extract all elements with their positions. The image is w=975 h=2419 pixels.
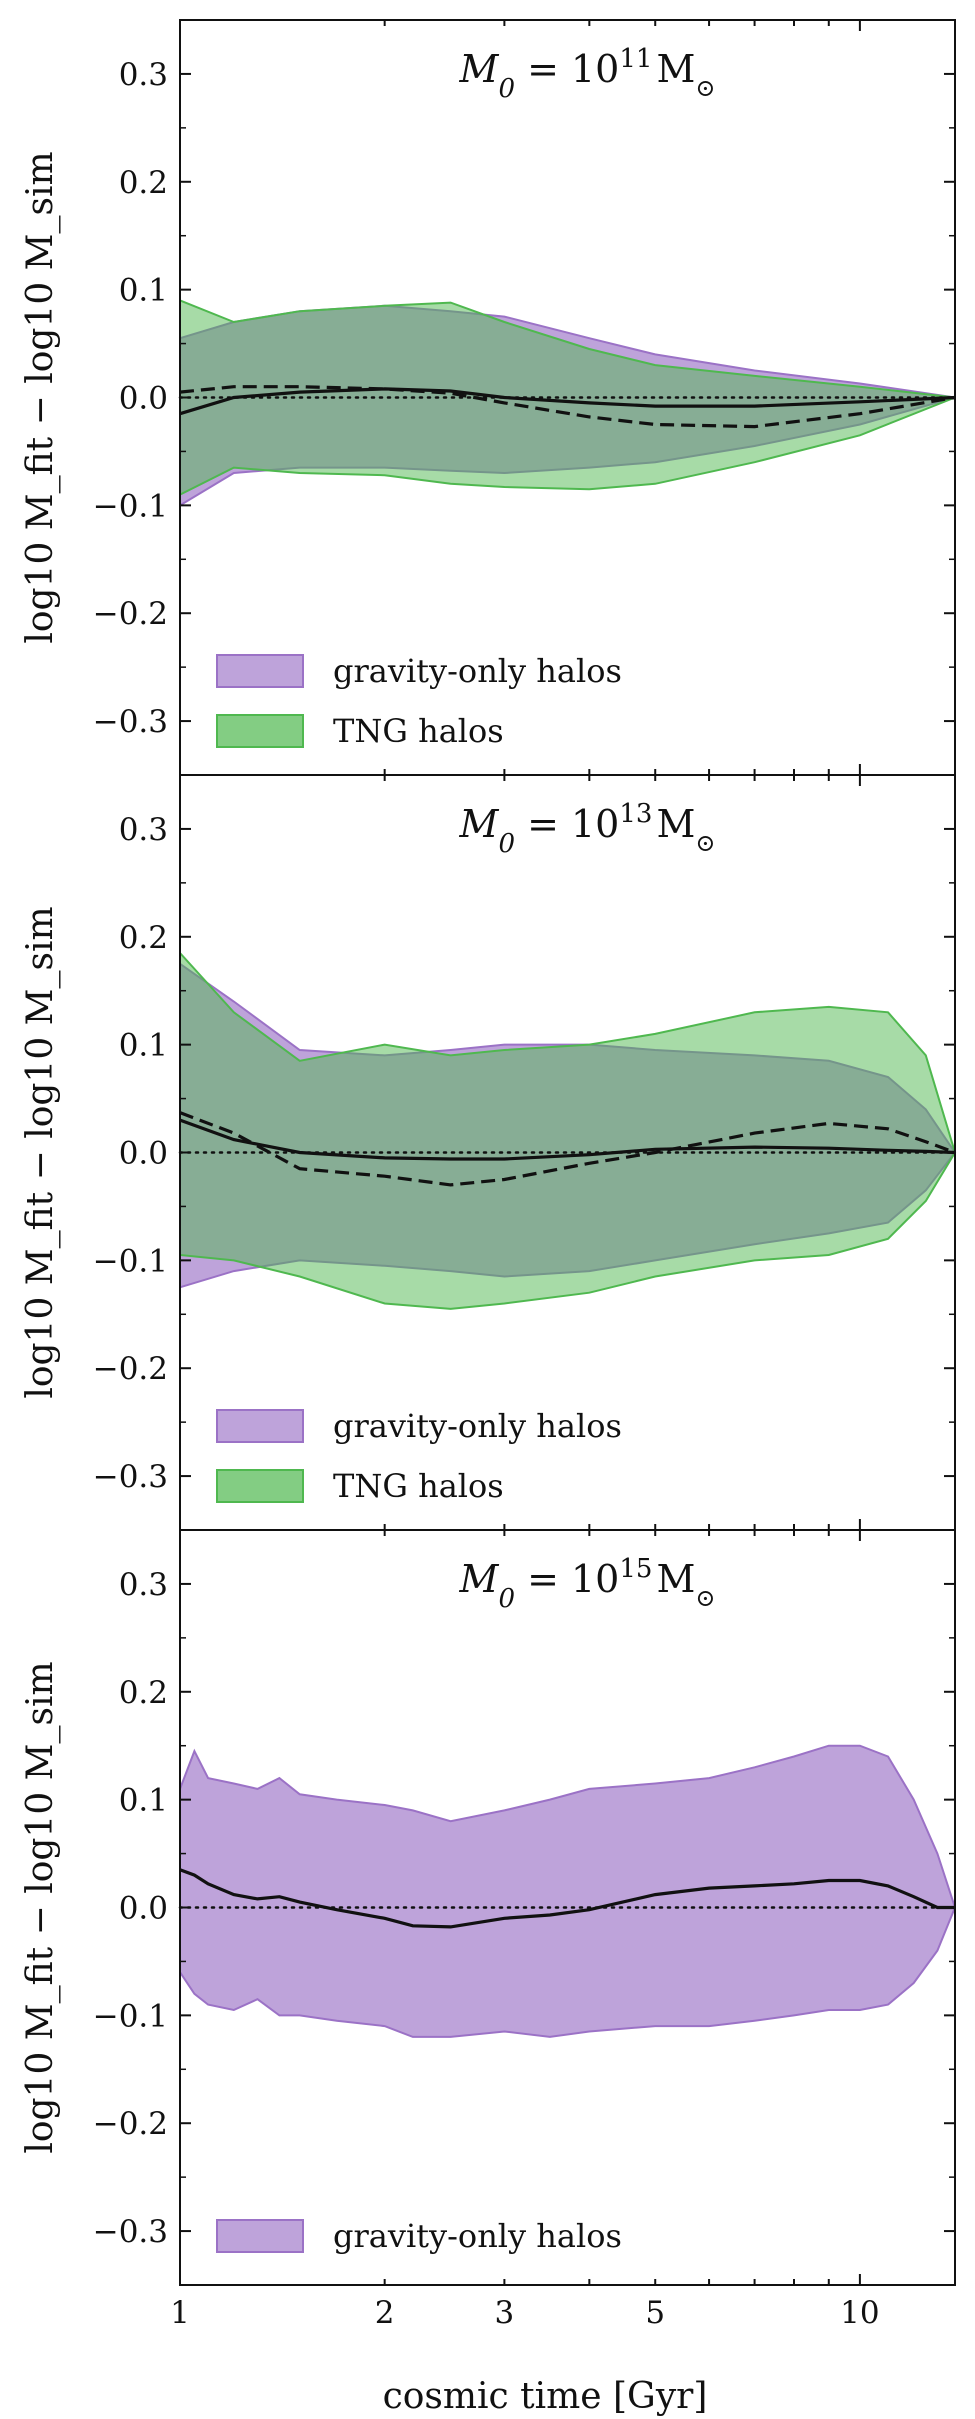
- tng-median-line: [179, 385, 956, 429]
- gravity-only-median-line: [179, 387, 956, 416]
- y-tick-label: −0.3: [93, 2214, 168, 2250]
- legend-label: TNG halos: [333, 712, 504, 750]
- x-tick-label: 2: [375, 2295, 395, 2331]
- legend-label: gravity-only halos: [333, 2217, 622, 2255]
- gravity-only-median-line: [179, 1118, 956, 1161]
- legend-label: gravity-only halos: [333, 1407, 622, 1445]
- x-tick-label: 1: [170, 2295, 190, 2331]
- y-tick-label: 0.1: [119, 273, 168, 309]
- panel-3: −0.3 −0.2 −0.1 0.0 0.1 0.2 0.3 1 2 3 5 10 M0 = 1015 M…: [20, 1529, 957, 2331]
- y-tick-label: 0.3: [119, 812, 168, 848]
- y-tick-label: −0.2: [93, 2106, 168, 2142]
- y-tick-label: −0.2: [93, 1351, 168, 1387]
- legend-swatch-tng: [216, 1469, 304, 1503]
- x-tick-label: 5: [645, 2295, 665, 2331]
- panel-title: M0 = 1015 M⊙: [459, 1554, 716, 1614]
- y-tick-label: 0.2: [119, 920, 168, 956]
- y-tick-label: −0.1: [93, 488, 168, 524]
- y-tick-label: −0.3: [93, 704, 168, 740]
- legend-swatch-tng: [216, 714, 304, 748]
- panel-1: −0.3 −0.2 −0.1 0.0 0.1 0.2 0.3 M0 = 1011 M⊙ log10…: [20, 19, 957, 776]
- y-tick-label: 0.2: [119, 1675, 168, 1711]
- y-tick-label: 0.3: [119, 1567, 168, 1603]
- tng-band: [179, 298, 956, 497]
- tng-band: [179, 950, 957, 1310]
- y-tick-label: 0.1: [119, 1028, 168, 1064]
- legend-label: gravity-only halos: [333, 652, 622, 690]
- y-tick-label: 0.0: [119, 1136, 168, 1172]
- y-axis-label: log10 M_fit − log10 M_sim: [20, 151, 61, 643]
- y-axis-label: log10 M_fit − log10 M_sim: [20, 1661, 61, 2153]
- panel-title: M0 = 1011 M⊙: [459, 44, 716, 104]
- legend-label: TNG halos: [333, 1467, 504, 1505]
- tng-median-line: [179, 1111, 956, 1187]
- gravity-only-median-line: [179, 1868, 955, 1929]
- y-tick-label: 0.1: [119, 1783, 168, 1819]
- y-tick-label: −0.1: [93, 1243, 168, 1279]
- y-tick-label: 0.0: [119, 1891, 168, 1927]
- y-tick-label: 0.0: [119, 381, 168, 417]
- panel-title: M0 = 1013 M⊙: [459, 799, 716, 859]
- y-tick-label: −0.2: [93, 596, 168, 632]
- y-tick-label: 0.3: [119, 57, 168, 93]
- x-axis-label: cosmic time [Gyr]: [383, 2376, 708, 2417]
- y-axis-label: log10 M_fit − log10 M_sim: [20, 906, 61, 1398]
- legend-swatch-gravity-only: [216, 1409, 304, 1443]
- x-tick-label: 10: [840, 2295, 879, 2331]
- x-tick-label: 3: [495, 2295, 515, 2331]
- y-tick-label: −0.1: [93, 1998, 168, 2034]
- panel-2: −0.3 −0.2 −0.1 0.0 0.1 0.2 0.3 M0 = 1013 M⊙ log10…: [20, 774, 957, 1531]
- y-tick-label: −0.3: [93, 1459, 168, 1495]
- legend-swatch-gravity-only: [216, 654, 304, 688]
- legend-swatch-gravity-only: [216, 2219, 304, 2253]
- y-tick-label: 0.2: [119, 165, 168, 201]
- gravity-only-band: [179, 1744, 957, 2038]
